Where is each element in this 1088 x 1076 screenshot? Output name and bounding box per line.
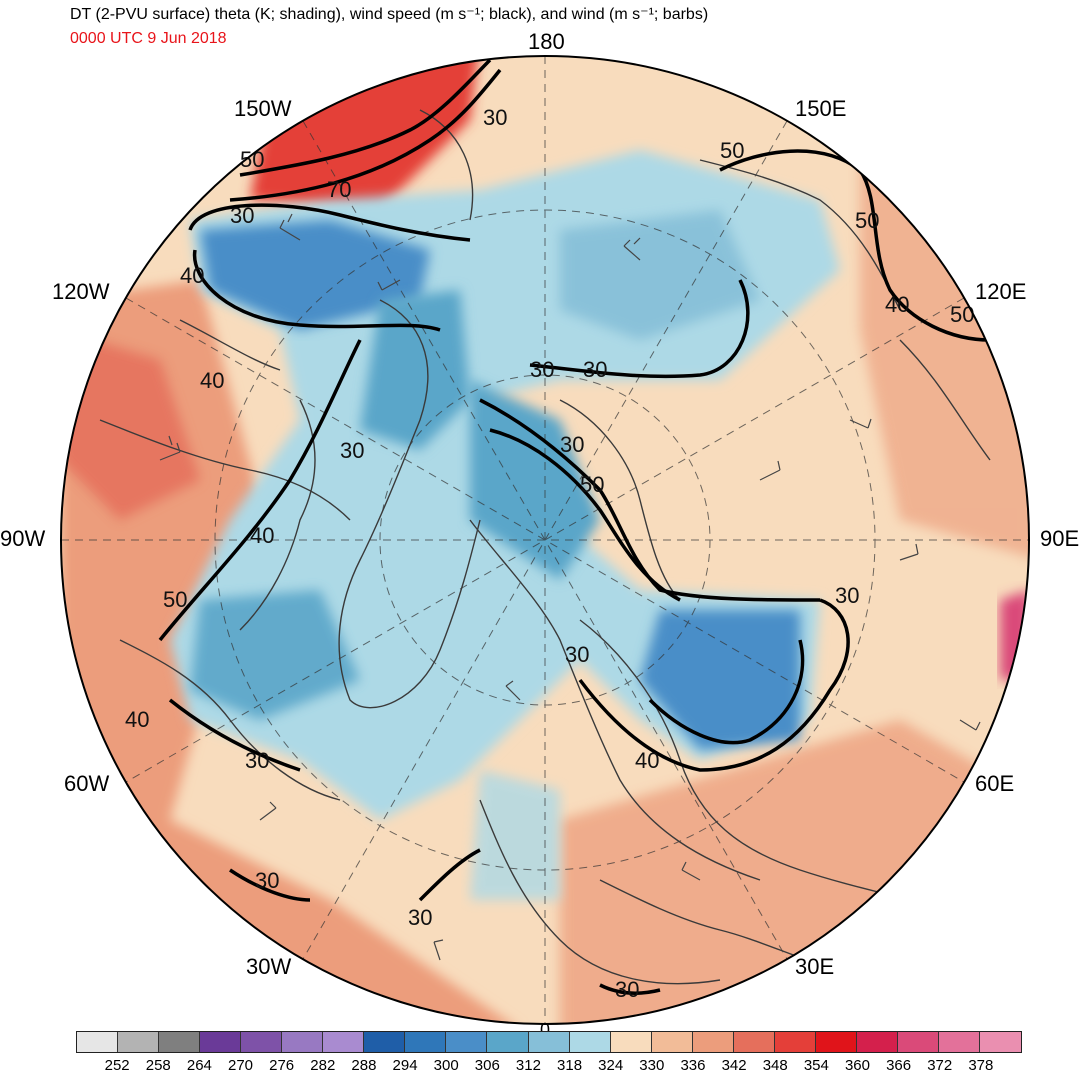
contour-labels: 30 50 70 30 40 50 50 40 30 30 30 30 50 3… (125, 105, 974, 1002)
contour-label: 30 (255, 868, 279, 893)
contour-label: 50 (580, 472, 604, 497)
theta-colorbar (76, 1031, 1022, 1053)
contour-label: 30 (583, 357, 607, 382)
colorbar-swatch (241, 1032, 283, 1052)
wind-barbs (159, 213, 981, 961)
contour-label: 30 (835, 583, 859, 608)
lon-label-120w: 120W (52, 279, 110, 304)
lon-label-0: 0 (540, 1020, 551, 1040)
colorbar-swatch (405, 1032, 447, 1052)
colorbar-swatch (610, 1032, 652, 1052)
lon-label-180: 180 (528, 29, 565, 54)
colorbar-swatch (692, 1032, 734, 1052)
contour-label: 50 (720, 138, 744, 163)
contour-label: 40 (635, 748, 659, 773)
colorbar-swatch (733, 1032, 775, 1052)
lon-label-150e: 150E (795, 96, 847, 121)
colorbar-swatch (200, 1032, 242, 1052)
map-title: DT (2-PVU surface) theta (K; shading), w… (70, 6, 709, 23)
colorbar-swatch (282, 1032, 324, 1052)
colorbar-tick-label: 306 (474, 1057, 500, 1074)
colorbar-swatch (118, 1032, 160, 1052)
colorbar-tick-label: 366 (886, 1057, 912, 1074)
contour-label: 40 (125, 707, 149, 732)
colorbar-swatch (446, 1032, 488, 1052)
contour-label: 30 (530, 357, 554, 382)
contour-label: 30 (245, 748, 269, 773)
colorbar-swatch (487, 1032, 529, 1052)
contour-label: 40 (885, 292, 909, 317)
colorbar-tick-label: 264 (186, 1057, 212, 1074)
colorbar-swatch (77, 1032, 119, 1052)
colorbar-swatch (528, 1032, 570, 1052)
lon-label-60w: 60W (64, 771, 110, 796)
lon-label-150w: 150W (234, 96, 292, 121)
colorbar-tick-label: 258 (145, 1057, 171, 1074)
colorbar-tick-label: 294 (392, 1057, 418, 1074)
lon-label-90e: 90E (1040, 526, 1080, 551)
contour-label: 30 (408, 905, 432, 930)
colorbar-swatch (938, 1032, 981, 1052)
contour-label: 40 (250, 523, 274, 548)
colorbar-tick-label: 336 (680, 1057, 706, 1074)
map-boundary (60, 55, 1030, 1025)
contour-label: 50 (950, 302, 974, 327)
contour-label: 50 (855, 208, 879, 233)
colorbar-swatch (856, 1032, 898, 1052)
colorbar-tick-label: 270 (228, 1057, 254, 1074)
lon-label-30e: 30E (795, 954, 835, 979)
colorbar-tick-label: 378 (968, 1057, 994, 1074)
colorbar-tick-labels: 252 258 264 270 276 282 288 294 300 306 312 318 324 3… (76, 1057, 1022, 1075)
colorbar-tick-label: 324 (598, 1057, 624, 1074)
colorbar-swatch (980, 1032, 1022, 1052)
colorbar-tick-label: 342 (721, 1057, 747, 1074)
colorbar-swatch (774, 1032, 816, 1052)
contour-label: 50 (163, 587, 187, 612)
colorbar-tick-label: 330 (639, 1057, 665, 1074)
wind-speed-contours (158, 58, 991, 996)
graticule (61, 56, 1029, 1024)
colorbar-tick-label: 288 (351, 1057, 377, 1074)
colorbar-swatch (364, 1032, 406, 1052)
lon-label-60e: 60E (975, 771, 1015, 796)
colorbar-tick-label: 348 (762, 1057, 788, 1074)
colorbar-tick-label: 276 (269, 1057, 295, 1074)
colorbar-swatch (815, 1032, 857, 1052)
contour-label: 30 (615, 977, 639, 1002)
colorbar-tick-label: 360 (844, 1057, 870, 1074)
lon-label-90w: 90W (0, 526, 46, 551)
contour-label: 70 (327, 177, 351, 202)
colorbar-swatch (323, 1032, 365, 1052)
valid-time: 0000 UTC 9 Jun 2018 (70, 30, 227, 47)
colorbar-tick-label: 354 (803, 1057, 829, 1074)
contour-label: 30 (565, 642, 589, 667)
colorbar-tick-label: 252 (104, 1057, 130, 1074)
colorbar-swatch (651, 1032, 693, 1052)
colorbar-tick-label: 318 (557, 1057, 583, 1074)
colorbar-tick-label: 282 (310, 1057, 336, 1074)
contour-label: 30 (340, 438, 364, 463)
contour-label: 30 (560, 432, 584, 457)
theta-shading (61, 56, 1029, 1024)
contour-label: 40 (200, 368, 224, 393)
lon-label-30w: 30W (246, 954, 292, 979)
colorbar-swatch (569, 1032, 611, 1052)
contour-label: 50 (240, 147, 264, 172)
contour-label: 40 (180, 263, 204, 288)
colorbar-tick-label: 312 (515, 1057, 541, 1074)
contour-label: 30 (230, 203, 254, 228)
colorbar-swatch (159, 1032, 201, 1052)
colorbar-tick-label: 372 (927, 1057, 953, 1074)
lon-label-120e: 120E (975, 279, 1027, 304)
colorbar-swatch (897, 1032, 939, 1052)
contour-label: 30 (483, 105, 507, 130)
colorbar-tick-label: 300 (433, 1057, 459, 1074)
